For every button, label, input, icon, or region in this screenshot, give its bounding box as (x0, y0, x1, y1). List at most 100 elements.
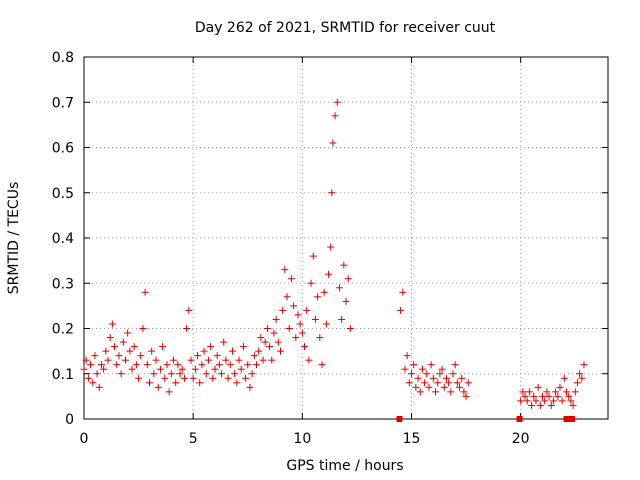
data-point (80, 365, 88, 373)
y-tick-label: 0.2 (52, 322, 74, 338)
data-point (231, 370, 239, 378)
data-point (403, 352, 411, 360)
data-point (578, 374, 586, 382)
data-point (327, 243, 335, 251)
data-point (521, 392, 529, 400)
data-point (242, 374, 250, 382)
data-point (335, 284, 343, 292)
data-point (87, 361, 95, 369)
data-point (329, 139, 337, 147)
data-point (180, 374, 188, 382)
data-point (194, 352, 202, 360)
data-point (525, 388, 533, 396)
data-point (516, 416, 523, 422)
data-point (547, 401, 555, 409)
data-point (113, 361, 121, 369)
data-point (554, 392, 562, 400)
data-point (290, 302, 298, 310)
data-point (425, 383, 433, 391)
data-point (207, 343, 215, 351)
data-point (108, 320, 116, 328)
data-point (560, 374, 568, 382)
data-point (580, 361, 588, 369)
data-point (344, 275, 352, 283)
data-point (416, 388, 424, 396)
data-point (458, 374, 466, 382)
data-point (220, 338, 228, 346)
data-point (263, 325, 271, 332)
data-point (464, 379, 472, 387)
data-point (396, 416, 403, 422)
data-point (536, 401, 544, 409)
data-point (143, 361, 151, 369)
data-point (189, 374, 197, 382)
data-point (196, 379, 204, 387)
x-tick-label: 0 (80, 431, 89, 447)
data-point (285, 325, 293, 332)
data-point (462, 392, 470, 400)
data-point (156, 365, 164, 373)
data-point (135, 374, 143, 382)
data-point (224, 374, 232, 382)
data-point (434, 379, 442, 387)
data-point (563, 416, 570, 422)
data-point (565, 392, 573, 400)
data-point (318, 361, 326, 369)
data-point (228, 347, 236, 355)
data-point (438, 365, 446, 373)
data-points (80, 98, 588, 422)
data-point (119, 338, 127, 346)
data-point (314, 293, 322, 301)
data-point (106, 334, 114, 342)
data-point (121, 356, 129, 364)
data-point (239, 343, 247, 351)
data-point (451, 361, 459, 369)
data-point (163, 361, 171, 369)
data-point (178, 365, 186, 373)
data-point (576, 370, 584, 378)
data-point (102, 347, 110, 355)
data-point (449, 370, 457, 378)
chart-title: Day 262 of 2021, SRMTID for receiver cuu… (195, 20, 496, 36)
data-point (456, 383, 464, 391)
data-point (141, 288, 149, 296)
data-point (292, 334, 300, 342)
data-point (270, 329, 278, 337)
data-point (571, 388, 579, 396)
data-point (401, 365, 409, 373)
y-tick-label: 0 (65, 412, 74, 428)
data-point (148, 347, 156, 355)
data-point (436, 370, 444, 378)
data-point (257, 334, 265, 342)
y-tick-label: 0.4 (52, 231, 74, 247)
y-tick-label: 0.1 (52, 367, 74, 383)
data-point (183, 325, 191, 332)
data-point (399, 288, 407, 296)
x-tick-label: 10 (293, 431, 311, 447)
x-tick-label: 5 (189, 431, 198, 447)
y-tick-label: 0.5 (52, 186, 74, 202)
data-point (213, 352, 221, 360)
y-tick-label: 0.6 (52, 141, 74, 157)
data-point (311, 315, 319, 323)
data-point (296, 320, 304, 328)
data-point (237, 365, 245, 373)
data-point (408, 370, 415, 378)
data-point (204, 356, 212, 364)
data-point (421, 379, 429, 387)
data-point (259, 356, 267, 364)
data-point (418, 365, 426, 373)
data-point (342, 297, 350, 305)
data-point (176, 370, 184, 378)
data-point (93, 370, 101, 378)
y-axis-label: SRMTID / TECUs (6, 182, 22, 295)
data-point (266, 343, 274, 351)
x-tick-label: 20 (512, 431, 530, 447)
data-point (91, 352, 99, 360)
data-point (165, 388, 173, 396)
data-point (150, 370, 158, 378)
data-point (89, 379, 97, 387)
data-point (567, 397, 575, 405)
data-point (573, 379, 581, 387)
data-point (569, 401, 577, 409)
